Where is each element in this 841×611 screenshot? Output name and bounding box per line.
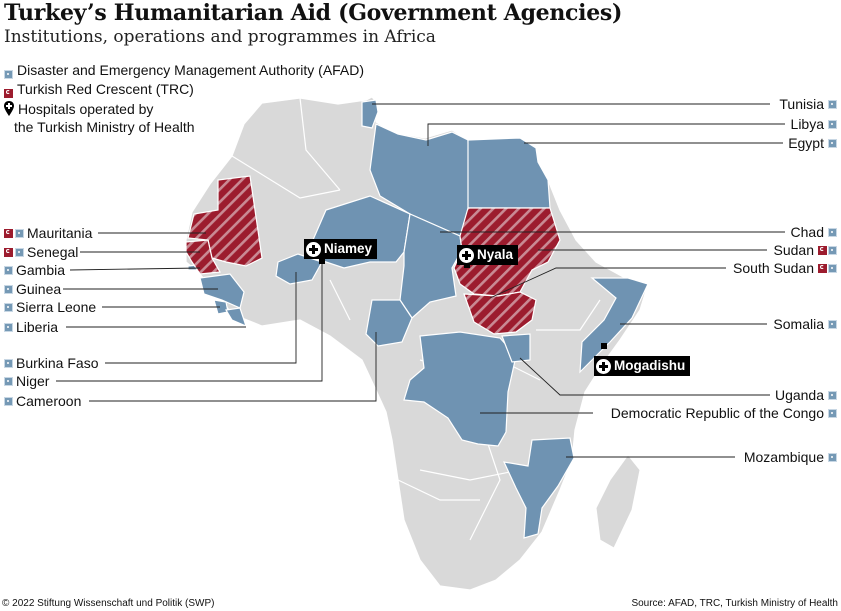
- trc-crescent-icon: [818, 245, 827, 255]
- hospital-pin-icon: [4, 101, 14, 116]
- region-senegal: [185, 239, 221, 275]
- region-uganda: [501, 333, 531, 363]
- region-mozambique: [502, 437, 575, 539]
- country-label-sudan: Sudan: [774, 242, 837, 258]
- country-label-somalia: Somalia: [773, 316, 837, 332]
- afad-icon: [4, 302, 13, 312]
- trc-crescent-icon: [818, 263, 827, 273]
- country-label-uganda: Uganda: [775, 387, 837, 403]
- country-label-niger: Niger: [4, 373, 49, 389]
- country-label-gambia: Gambia: [4, 262, 65, 278]
- afad-icon: [828, 319, 837, 329]
- hospital-label-nyala: Nyala: [457, 245, 519, 265]
- country-label-egypt: Egypt: [788, 135, 837, 151]
- region-south-sudan: [463, 291, 537, 335]
- region-cameroon: [365, 299, 413, 347]
- country-label-chad: Chad: [791, 224, 837, 240]
- copyright-note: © 2022 Stiftung Wissenschaft und Politik…: [2, 598, 215, 609]
- country-label-burkina-faso: Burkina Faso: [4, 355, 98, 371]
- page-subtitle: Institutions, operations and programmes …: [4, 27, 436, 47]
- afad-icon: [828, 263, 837, 273]
- afad-icon: [4, 358, 13, 368]
- legend-afad: Disaster and Emergency Management Author…: [4, 62, 364, 81]
- legend-trc: Turkish Red Crescent (TRC): [4, 81, 194, 100]
- legend-hospitals: Hospitals operated by the Turkish Minist…: [4, 100, 195, 136]
- region-tunisia: [361, 99, 379, 129]
- trc-crescent-icon: [4, 247, 13, 257]
- afad-icon: [4, 396, 13, 406]
- legend-hospitals-line2: the Turkish Ministry of Health: [14, 119, 195, 135]
- afad-icon: [4, 376, 13, 386]
- afad-icon: [828, 119, 837, 129]
- country-label-democratic-republic-of-the-congo: Democratic Republic of the Congo: [611, 405, 837, 421]
- hospital-label-niamey: Niamey: [304, 239, 378, 259]
- madagascar: [595, 454, 641, 549]
- afad-icon: [828, 138, 837, 148]
- hospital-cross-icon: [306, 241, 321, 257]
- country-label-sierra-leone: Sierra Leone: [4, 299, 96, 315]
- afad-icon: [828, 408, 837, 418]
- hospital-cross-icon: [596, 358, 611, 374]
- country-label-tunisia: Tunisia: [779, 96, 837, 112]
- region-somalia: [579, 277, 649, 374]
- source-note: Source: AFAD, TRC, Turkish Ministry of H…: [631, 598, 838, 609]
- legend-trc-label: Turkish Red Crescent (TRC): [17, 81, 194, 97]
- page-title: Turkey’s Humanitarian Aid (Government Ag…: [4, 0, 623, 26]
- hospital-label-mogadishu: Mogadishu: [594, 356, 691, 376]
- afad-icon: [15, 247, 24, 257]
- country-label-cameroon: Cameroon: [4, 393, 81, 409]
- trc-crescent-icon: [4, 88, 13, 98]
- afad-icon: [828, 227, 837, 237]
- leader-lines: [56, 103, 785, 458]
- country-label-mauritania: Mauritania: [4, 225, 92, 241]
- region-egypt: [467, 137, 551, 209]
- afad-icon: [828, 99, 837, 109]
- afad-icon: [828, 245, 837, 255]
- afad-icon: [828, 390, 837, 400]
- trc-crescent-icon: [4, 228, 13, 238]
- afad-icon: [15, 228, 24, 238]
- afad-icon: [4, 284, 13, 294]
- country-label-guinea: Guinea: [4, 281, 61, 297]
- afad-icon: [4, 265, 13, 275]
- country-label-libya: Libya: [791, 116, 837, 132]
- afad-icon: [828, 452, 837, 462]
- legend-hospitals-line1: Hospitals operated by: [18, 101, 154, 117]
- country-label-mozambique: Mozambique: [744, 449, 837, 465]
- hospital-markers: [319, 258, 607, 349]
- region-liberia: [225, 307, 247, 328]
- country-label-south-sudan: South Sudan: [733, 260, 837, 276]
- afad-icon: [4, 322, 13, 332]
- hospital-cross-icon: [459, 247, 474, 263]
- region-burkina-faso: [275, 253, 323, 285]
- afad-icon: [4, 69, 13, 79]
- country-label-senegal: Senegal: [4, 244, 78, 260]
- afad-countries: [187, 99, 649, 539]
- legend-afad-label: Disaster and Emergency Management Author…: [17, 62, 365, 78]
- country-label-liberia: Liberia: [4, 319, 58, 335]
